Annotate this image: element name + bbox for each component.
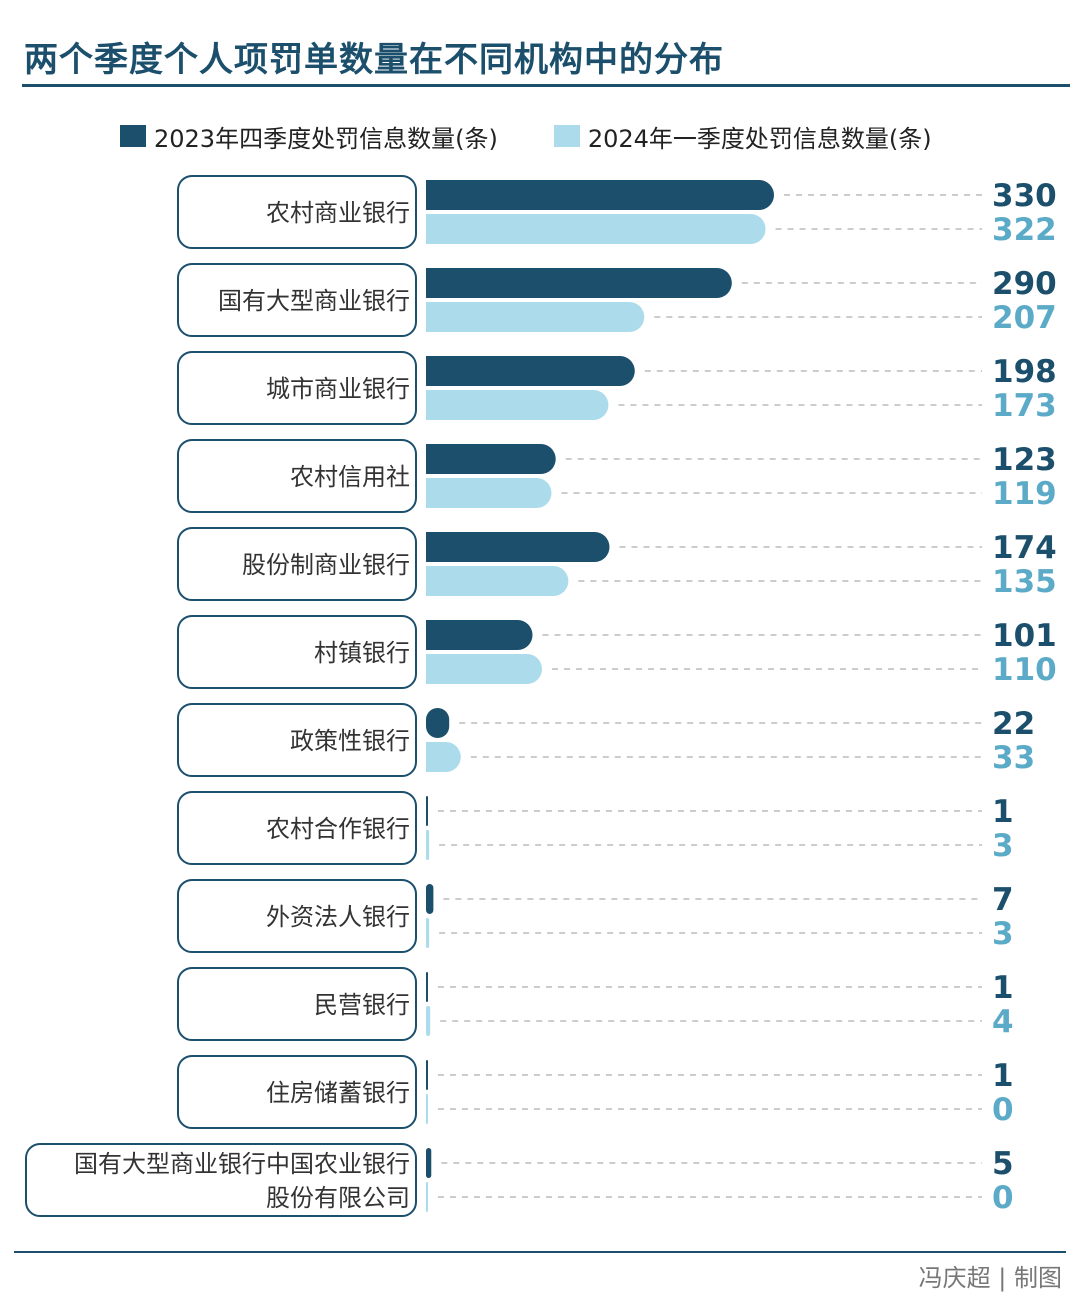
bar-2024q1: [426, 1182, 428, 1212]
category-box: [177, 351, 417, 425]
bar-2023q4-base: [426, 356, 441, 386]
category-label: 政策性银行: [290, 727, 410, 755]
bar-2024q1-base: [426, 214, 441, 244]
value-label-2023q4: 1: [992, 1058, 1014, 1094]
footer-rule: [14, 1251, 1066, 1253]
bar-2024q1: [426, 830, 430, 860]
category-label: 农村合作银行: [266, 815, 410, 843]
category-label: 住房储蓄银行: [266, 1079, 410, 1107]
value-label-2024q1: 173: [992, 388, 1057, 424]
value-label-2023q4: 174: [992, 530, 1057, 566]
bar-2023q4: [426, 620, 533, 650]
value-label-2024q1: 3: [992, 916, 1014, 952]
category-label: 农村商业银行: [266, 199, 410, 227]
category-box: [177, 527, 417, 601]
category-box: [177, 615, 417, 689]
value-label-2023q4: 330: [992, 178, 1057, 214]
category-label: 股份制商业银行: [242, 551, 410, 579]
bar-2024q1-base: [426, 742, 441, 772]
bar-2023q4: [426, 708, 450, 738]
bar-2023q4: [426, 1148, 432, 1178]
bar-2023q4-base: [426, 532, 441, 562]
bar-2023q4: [426, 444, 556, 474]
value-label-2024q1: 135: [992, 564, 1057, 600]
bar-2023q4: [426, 180, 774, 210]
bar-2023q4-base: [426, 620, 441, 650]
credit-text: 冯庆超 | 制图: [918, 1264, 1062, 1292]
category-box: [177, 439, 417, 513]
value-label-2023q4: 198: [992, 354, 1057, 390]
legend-label-2023q4: 2023年四季度处罚信息数量(条): [154, 124, 498, 153]
bar-2024q1: [426, 654, 542, 684]
bar-2023q4: [426, 268, 732, 298]
category-label: 国有大型商业银行: [218, 287, 410, 315]
bar-2024q1-base: [426, 566, 441, 596]
category-label: 股份有限公司: [266, 1184, 410, 1212]
bar-2024q1-base: [426, 478, 441, 508]
value-label-2024q1: 33: [992, 740, 1035, 776]
category-box: [177, 1055, 417, 1129]
legend-swatch-2024q1: [553, 125, 580, 147]
bar-2024q1-base: [426, 654, 441, 684]
category-label: 外资法人银行: [266, 903, 410, 931]
value-label-2024q1: 119: [992, 476, 1057, 512]
value-label-2023q4: 1: [992, 970, 1014, 1006]
legend-item-2024q1: 2024年一季度处罚信息数量(条): [553, 119, 932, 154]
category-box: [177, 263, 417, 337]
value-label-2023q4: 22: [992, 706, 1035, 742]
category-label: 国有大型商业银行中国农业银行: [74, 1150, 410, 1178]
category-box: [177, 175, 417, 249]
legend-label-2024q1: 2024年一季度处罚信息数量(条): [587, 124, 932, 153]
category-label: 民营银行: [314, 991, 410, 1019]
bar-2024q1-base: [426, 302, 441, 332]
value-label-2023q4: 123: [992, 442, 1057, 478]
bar-2024q1: [426, 1006, 431, 1036]
bar-2024q1: [426, 918, 430, 948]
bar-2023q4-base: [426, 444, 441, 474]
value-label-2024q1: 110: [992, 652, 1057, 688]
value-label-2023q4: 7: [992, 882, 1014, 918]
bar-2024q1: [426, 566, 569, 596]
category-label: 农村信用社: [290, 463, 410, 491]
chart-title: 两个季度个人项罚单数量在不同机构中的分布: [24, 40, 724, 80]
bar-2023q4-base: [426, 180, 441, 210]
bar-2023q4: [426, 1060, 428, 1090]
value-label-2023q4: 290: [992, 266, 1057, 302]
bar-2024q1: [426, 1094, 428, 1124]
bar-2024q1: [426, 390, 609, 420]
bar-2023q4: [426, 356, 635, 386]
value-label-2023q4: 5: [992, 1146, 1014, 1182]
bar-2024q1: [426, 478, 552, 508]
value-label-2024q1: 3: [992, 828, 1014, 864]
value-label-2024q1: 0: [992, 1180, 1014, 1216]
category-label: 村镇银行: [314, 639, 410, 667]
value-label-2024q1: 207: [992, 300, 1057, 336]
value-label-2023q4: 1: [992, 794, 1014, 830]
category-box: [177, 879, 417, 953]
bar-2023q4: [426, 884, 434, 914]
value-label-2024q1: 4: [992, 1004, 1014, 1040]
bar-2024q1: [426, 302, 645, 332]
category-box: [177, 791, 417, 865]
bar-2024q1-base: [426, 390, 441, 420]
category-box: [25, 1143, 417, 1217]
bar-2024q1: [426, 214, 766, 244]
legend-item-2023q4: 2023年四季度处罚信息数量(条): [120, 119, 498, 154]
value-label-2024q1: 0: [992, 1092, 1014, 1128]
legend: 2023年四季度处罚信息数量(条) 2024年一季度处罚信息数量(条): [120, 118, 932, 154]
bar-2023q4: [426, 532, 610, 562]
bar-2023q4: [426, 972, 428, 1002]
value-label-2023q4: 101: [992, 618, 1057, 654]
category-label: 城市商业银行: [266, 375, 410, 403]
value-label-2024q1: 322: [992, 212, 1057, 248]
category-box: [177, 703, 417, 777]
category-box: [177, 967, 417, 1041]
bar-2023q4-base: [426, 268, 441, 298]
title-rule: [22, 84, 1070, 87]
bar-2023q4: [426, 796, 428, 826]
legend-swatch-2023q4: [120, 125, 146, 147]
